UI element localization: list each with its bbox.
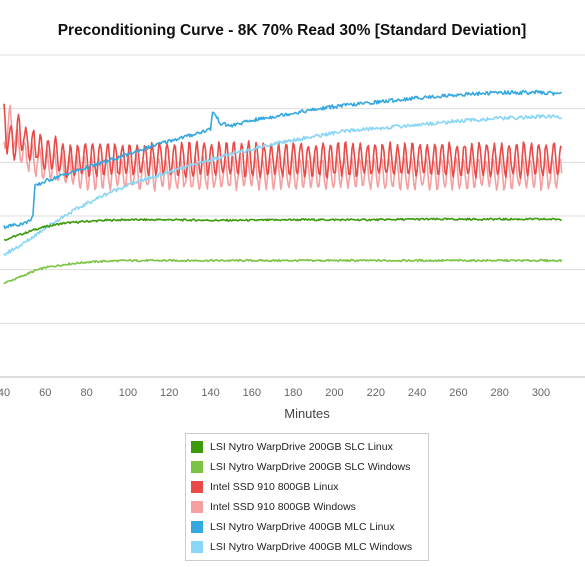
legend-swatch [191, 461, 203, 473]
x-tick-label: 120 [160, 387, 178, 399]
x-tick-label: 240 [408, 387, 426, 399]
x-tick-label: 280 [491, 387, 509, 399]
x-axis-ticks: 40 60 80 100 120 140 160 180 200 220 240 260 280 300 [0, 387, 550, 399]
x-tick-label: 300 [532, 387, 550, 399]
grid-lines [0, 54, 585, 378]
x-tick-label: 40 [0, 387, 10, 399]
legend-label: LSI Nytro WarpDrive 400GB MLC Linux [210, 521, 395, 533]
legend-item[interactable]: Intel SSD 910 800GB Windows [186, 497, 428, 517]
x-axis-label: Minutes [284, 406, 330, 421]
legend-swatch [191, 521, 203, 533]
series-line-3 [3, 103, 563, 180]
legend-label: LSI Nytro WarpDrive 200GB SLC Linux [210, 441, 393, 453]
legend-swatch [191, 541, 203, 553]
x-tick-label: 160 [243, 387, 261, 399]
series-layer [3, 89, 563, 285]
legend-label: LSI Nytro WarpDrive 400GB MLC Windows [210, 541, 413, 553]
legend-label: Intel SSD 910 800GB Windows [210, 501, 356, 513]
x-tick-label: 260 [449, 387, 467, 399]
x-tick-label: 80 [80, 387, 92, 399]
x-tick-label: 220 [367, 387, 385, 399]
legend-item[interactable]: LSI Nytro WarpDrive 200GB SLC Windows [186, 457, 428, 477]
series-line-1 [3, 217, 562, 241]
legend: LSI Nytro WarpDrive 200GB SLC Linux LSI N… [185, 433, 429, 561]
legend-item[interactable]: LSI Nytro WarpDrive 400GB MLC Windows [186, 537, 428, 557]
series-line-6 [3, 114, 563, 256]
legend-item[interactable]: LSI Nytro WarpDrive 200GB SLC Linux [186, 437, 428, 457]
legend-label: Intel SSD 910 800GB Linux [210, 481, 339, 493]
series-line-2 [3, 258, 563, 285]
legend-swatch [191, 481, 203, 493]
legend-swatch [191, 501, 203, 513]
series-line-5 [3, 89, 562, 230]
legend-item[interactable]: LSI Nytro WarpDrive 400GB MLC Linux [186, 517, 428, 537]
x-tick-label: 180 [284, 387, 302, 399]
x-tick-label: 100 [119, 387, 137, 399]
legend-swatch [191, 441, 203, 453]
legend-label: LSI Nytro WarpDrive 200GB SLC Windows [210, 461, 411, 473]
legend-item[interactable]: Intel SSD 910 800GB Linux [186, 477, 428, 497]
x-tick-label: 60 [39, 387, 51, 399]
chart-title: Preconditioning Curve - 8K 70% Read 30% … [58, 22, 527, 39]
x-tick-label: 140 [201, 387, 219, 399]
x-tick-label: 200 [325, 387, 343, 399]
